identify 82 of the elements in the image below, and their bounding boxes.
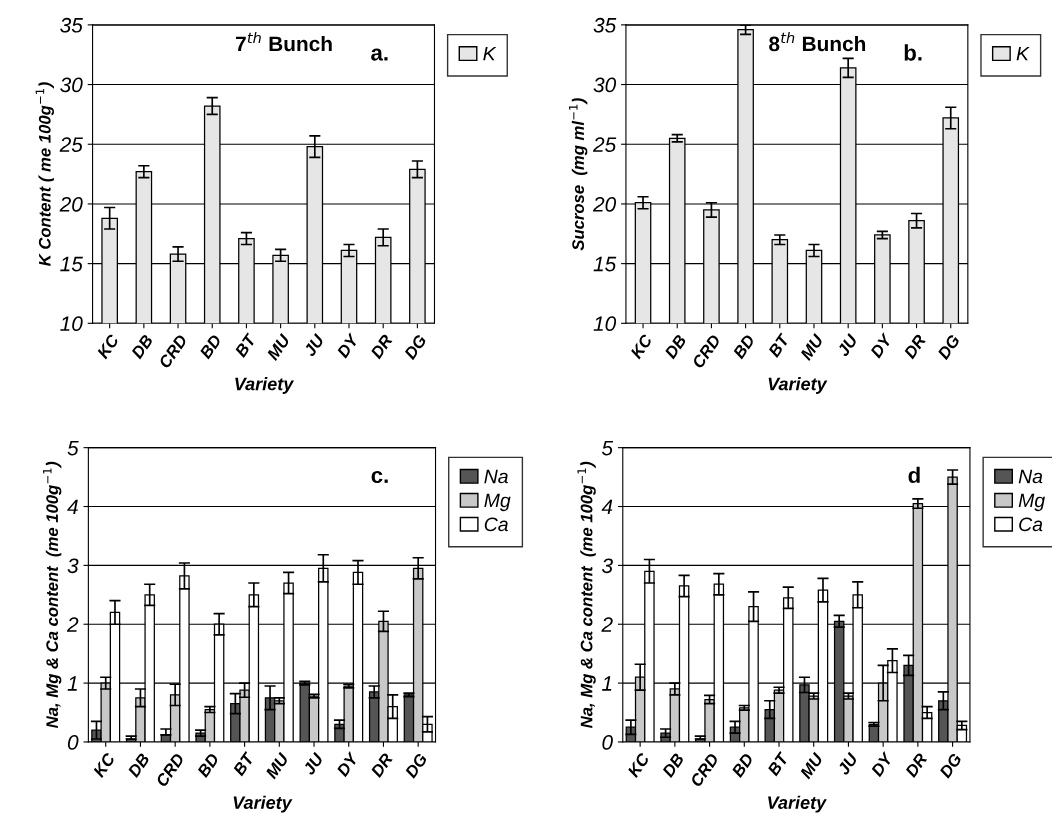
y-tick-label: 2: [601, 617, 613, 632]
legend-label: Ca: [484, 517, 508, 532]
y-tick-label: 20: [592, 196, 617, 212]
y-tick-label: 25: [59, 137, 83, 152]
x-tick-label: BD: [731, 752, 754, 779]
y-axis-title: Sucrose (mg ml$^{−1}$): [568, 98, 588, 251]
annotation: d: [908, 466, 920, 484]
x-tick-label: BD: [732, 333, 756, 360]
y-tick-label: 10: [60, 316, 83, 332]
x-tick-label: DG: [404, 752, 428, 779]
x-tick-label: BT: [766, 751, 790, 777]
legend-label: Na: [484, 469, 508, 484]
x-axis-title: Variety: [235, 377, 295, 394]
x-tick-label: DG: [403, 333, 428, 361]
x-tick-label: MU: [265, 751, 290, 780]
chart-title: 7$^{th}$ Bunch: [235, 31, 332, 52]
x-tick-label: DB: [127, 752, 150, 779]
y-tick-label: 0: [67, 734, 79, 750]
y-tick-label: 15: [593, 256, 617, 272]
x-tick-label: JU: [836, 751, 859, 776]
y-tick-label: 15: [60, 256, 83, 272]
legend-label: Ca: [1019, 517, 1043, 532]
annotation: a.: [371, 48, 388, 61]
x-axis-title: Variety: [233, 795, 293, 813]
x-axis-title: Variety: [768, 795, 827, 813]
x-tick-label: KC: [96, 333, 120, 360]
x-tick-label: BD: [199, 333, 222, 360]
legend-label: K: [1016, 46, 1030, 61]
y-tick-label: 0: [602, 734, 613, 750]
annotation: b.: [904, 44, 922, 61]
x-tick-label: JU: [836, 333, 859, 358]
annotation: c.: [371, 470, 388, 484]
x-tick-label: DR: [903, 333, 927, 360]
x-tick-label: BT: [234, 332, 257, 358]
x-tick-label: BT: [232, 751, 256, 777]
y-tick-label: 5: [601, 440, 614, 456]
y-tick-label: 4: [601, 499, 613, 515]
chart-title: 8$^{th}$ Bunch: [769, 31, 866, 52]
y-tick-label: 35: [593, 17, 617, 33]
y-tick-label: 20: [59, 196, 83, 212]
legend-label: Mg: [1018, 493, 1045, 512]
y-tick-label: 4: [67, 499, 78, 515]
x-tick-label: DY: [869, 332, 893, 359]
y-tick-label: 35: [60, 17, 83, 33]
x-tick-label: MU: [799, 333, 825, 362]
legend-label: Na: [1018, 469, 1043, 484]
x-tick-label: DR: [370, 333, 394, 360]
y-tick-label: 30: [60, 77, 83, 93]
x-tick-label: KC: [629, 333, 654, 360]
y-axis-title: K Content ( me 100g$^{−1}$): [35, 82, 54, 267]
x-tick-label: DR: [904, 752, 928, 779]
y-tick-label: 5: [67, 440, 79, 456]
x-tick-label: DB: [661, 752, 685, 779]
x-tick-label: DB: [130, 333, 154, 360]
y-tick-label: 1: [67, 676, 77, 691]
x-tick-label: MU: [266, 333, 291, 362]
x-tick-label: MU: [799, 751, 824, 780]
legend-label: Mg: [484, 493, 511, 512]
legend-label: K: [483, 46, 497, 61]
x-tick-label: KC: [92, 751, 116, 779]
y-tick-label: 1: [602, 676, 612, 691]
y-tick-label: 3: [67, 558, 79, 574]
x-tick-label: BT: [767, 332, 791, 358]
y-axis-title: Na, Mg & Ca content (me 100g$^{−1}$): [577, 461, 596, 729]
x-tick-label: JU: [302, 751, 325, 776]
x-axis-title: Variety: [768, 377, 828, 394]
x-tick-label: KC: [626, 751, 651, 779]
x-tick-label: DR: [370, 752, 394, 779]
x-tick-label: DY: [870, 751, 894, 778]
x-tick-label: DG: [936, 333, 961, 361]
x-tick-label: BD: [196, 752, 220, 779]
y-axis-title: Na, Mg & Ca content (me 100g$^{−1}$): [43, 461, 62, 729]
x-tick-label: DG: [938, 752, 963, 779]
x-tick-label: JU: [303, 333, 326, 358]
y-tick-label: 10: [593, 316, 617, 332]
x-tick-label: DY: [336, 751, 360, 778]
y-tick-label: 3: [601, 558, 613, 574]
y-tick-label: 2: [66, 617, 79, 632]
y-tick-label: 25: [592, 137, 617, 152]
x-tick-label: DY: [336, 332, 360, 359]
x-tick-label: DB: [664, 333, 687, 360]
y-tick-label: 30: [593, 77, 617, 93]
